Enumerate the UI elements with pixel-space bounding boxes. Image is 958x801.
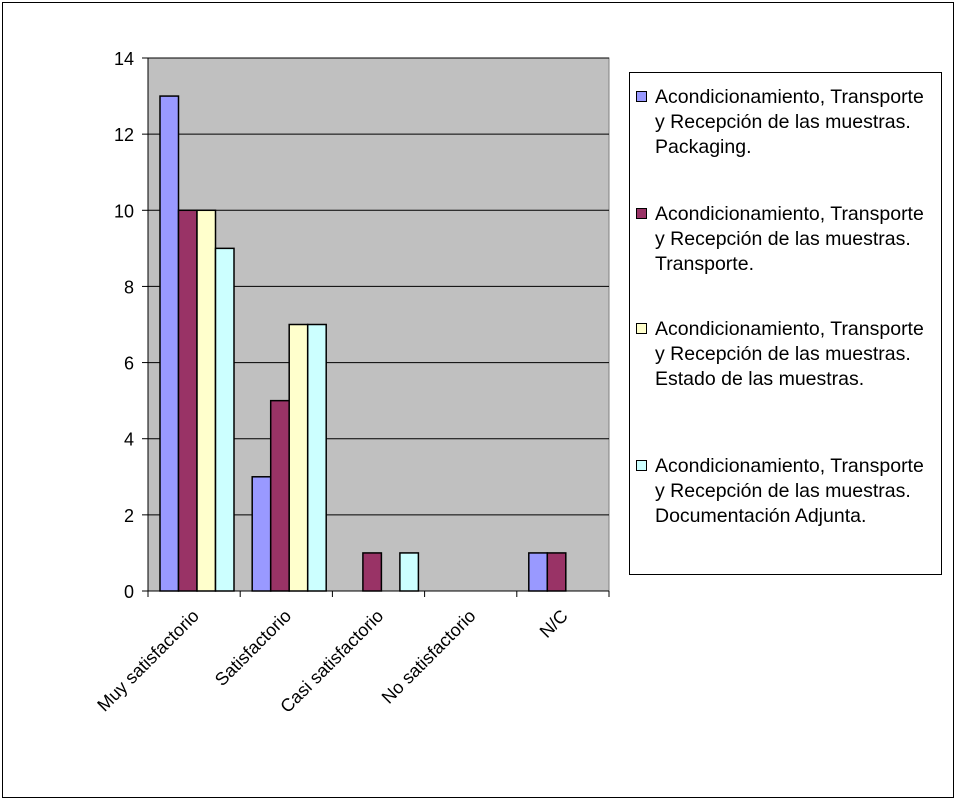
legend-label: Acondicionamiento, Transporte y Recepció… [655, 455, 924, 527]
bar [362, 552, 383, 592]
y-tick-label: 8 [124, 277, 134, 297]
y-tick-label: 4 [124, 430, 134, 450]
legend-swatch [636, 460, 647, 471]
y-tick-labels: 0 2 4 6 8 10 12 14 [114, 49, 134, 602]
legend-swatch [636, 323, 647, 334]
bar [399, 552, 420, 592]
bar [214, 247, 235, 592]
legend-item: Acondicionamiento, Transporte y Recepció… [636, 85, 936, 160]
y-tick-label: 2 [124, 506, 134, 526]
x-tick-label: Muy satisfactorio [93, 606, 203, 716]
x-tick-label: N/C [536, 606, 572, 642]
bars [159, 95, 567, 592]
bar [269, 399, 290, 592]
legend-label: Acondicionamiento, Transporte y Recepció… [655, 318, 924, 390]
legend-item: Acondicionamiento, Transporte y Recepció… [636, 317, 936, 392]
bar [546, 552, 567, 592]
legend-item: Acondicionamiento, Transporte y Recepció… [636, 454, 936, 529]
y-tick-label: 10 [114, 201, 134, 221]
legend: Acondicionamiento, Transporte y Recepció… [629, 72, 942, 575]
legend-item: Acondicionamiento, Transporte y Recepció… [636, 202, 936, 277]
bar [196, 209, 217, 592]
legend-label: Acondicionamiento, Transporte y Recepció… [655, 86, 924, 158]
bar [177, 209, 198, 592]
x-tick-label: No satisfactorio [378, 606, 480, 708]
y-tick-label: 6 [124, 354, 134, 374]
bar [528, 552, 549, 592]
bar [159, 95, 180, 592]
x-tick-label: Satisfactorio [211, 606, 295, 690]
y-tick-label: 14 [114, 49, 134, 69]
bar [288, 323, 309, 592]
bar [306, 323, 327, 592]
axes [142, 57, 610, 597]
bar [251, 476, 272, 592]
legend-label: Acondicionamiento, Transporte y Recepció… [655, 203, 924, 275]
legend-swatch [636, 208, 647, 219]
y-tick-label: 12 [114, 125, 134, 145]
y-tick-label: 0 [124, 582, 134, 602]
legend-swatch [636, 91, 647, 102]
x-tick-label: Casi satisfactorio [276, 606, 387, 717]
